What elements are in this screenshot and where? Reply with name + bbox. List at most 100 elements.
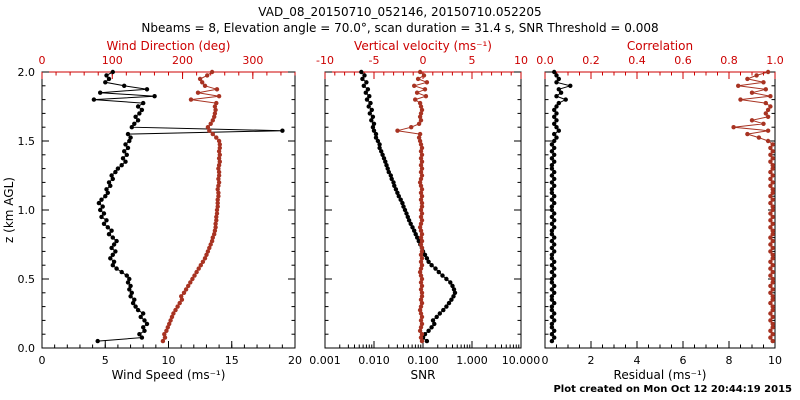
wind-speed-series-point [105, 190, 111, 195]
correlation-series-point [749, 90, 755, 95]
correlation-series-point [770, 321, 775, 327]
vertical-velocity-series-point [417, 180, 423, 185]
vertical-velocity-series-point [419, 283, 425, 289]
snr-axis-label: SNR [411, 368, 436, 382]
residual-series-point [554, 125, 559, 130]
wind-direction-series-point [197, 76, 203, 82]
snr-series-point [371, 121, 377, 127]
correlation-series-point [754, 73, 759, 78]
snr-series-point [404, 211, 409, 216]
wind-speed-series-point [110, 235, 116, 240]
wind-speed-series-point [101, 221, 107, 226]
vertical-velocity-axis-tick-label: -5 [369, 54, 380, 67]
wind-direction-series-point [173, 307, 178, 313]
plot-title: VAD_08_20150710_052146, 20150710.052205 [258, 5, 542, 19]
residual-series-point [549, 163, 555, 168]
correlation-series-point [756, 135, 762, 140]
wind-direction-series-point [213, 225, 218, 230]
wind-speed-series-point [95, 338, 100, 344]
vertical-velocity-series-point [419, 332, 425, 337]
wind-speed-series-point [105, 225, 111, 230]
vertical-velocity-series-point [419, 294, 425, 299]
correlation-series-point [770, 156, 775, 161]
correlation-series-point [770, 263, 775, 268]
vertical-velocity-axis-tick-label: 0 [420, 54, 427, 67]
vertical-velocity-series-point [419, 249, 425, 254]
wind-direction-series-point [215, 204, 220, 209]
residual-series-point [554, 111, 559, 116]
correlation-series-point [770, 280, 775, 285]
vertical-velocity-series-point [418, 156, 424, 161]
vertical-velocity-series-point [419, 232, 425, 237]
snr-series-point [450, 283, 455, 289]
vertical-velocity-series-point [415, 76, 421, 82]
vertical-velocity-series-point [414, 90, 420, 95]
vertical-velocity-series-point [419, 211, 425, 216]
snr-series-point [366, 104, 371, 109]
correlation-series-point [770, 187, 775, 192]
residual-series-point [552, 225, 557, 230]
wind-speed-series-point [280, 128, 285, 133]
snr-series-point [432, 321, 437, 327]
residual-series-point [552, 152, 557, 157]
vertical-velocity-series-point [418, 221, 424, 226]
snr-series-point [413, 232, 418, 237]
snr-series-point [362, 73, 367, 78]
y-axis-label: z (km AGL) [2, 177, 16, 243]
snr-series-point [381, 156, 387, 161]
correlation-series-point [770, 245, 775, 251]
snr-series-point [424, 256, 430, 261]
correlation-series-point [761, 121, 766, 127]
vertical-velocity-series-point [419, 245, 425, 251]
vertical-velocity-series-point [423, 94, 429, 99]
wind-direction-series-point [212, 228, 218, 233]
vertical-velocity-series-point [419, 276, 425, 282]
residual-series-point [549, 314, 555, 320]
residual-series-point [554, 80, 559, 85]
wind-speed-series-point [129, 290, 134, 295]
wind-direction-series-point [207, 128, 212, 133]
snr-series-point [406, 218, 412, 223]
wind-speed-series-point [98, 207, 103, 213]
wind-speed-series-point [124, 273, 129, 278]
wind-direction-series-point [210, 118, 215, 123]
snr-series-point [444, 276, 449, 282]
wind-direction-series-point [216, 94, 222, 99]
wind-direction-series-point [188, 280, 193, 285]
wind-direction-series-point [215, 197, 220, 202]
wind-direction-series-point [209, 238, 215, 244]
wind-direction-series-point [209, 69, 215, 75]
y-tick-label: 1.5 [18, 135, 36, 148]
correlation-series-point [770, 252, 775, 257]
correlation-series-point [768, 225, 773, 230]
wind-speed-series-point [114, 266, 119, 271]
snr-series-point [377, 142, 382, 147]
wind-speed-series-point [103, 194, 108, 199]
wind-direction-series-point [214, 214, 219, 220]
wind-direction-series-point [217, 145, 222, 151]
residual-series-point [554, 135, 559, 140]
vertical-velocity-series-point [419, 256, 425, 261]
snr-series-point [369, 118, 374, 123]
wind-speed-axis-tick-label: 15 [225, 354, 239, 367]
snr-series-point [434, 314, 439, 320]
wind-direction-series-point [175, 304, 180, 309]
residual-series-point [549, 256, 555, 261]
snr-series-point [446, 300, 452, 306]
vertical-velocity-series-point [419, 321, 425, 327]
wind-direction-series-point [216, 156, 222, 161]
snr-series-point [367, 111, 372, 116]
correlation-series-point [768, 283, 773, 289]
wind-direction-series-point [205, 125, 211, 130]
vertical-velocity-series-point [419, 218, 425, 223]
vertical-velocity-series-point [418, 111, 424, 116]
correlation-axis-tick-label: 0.4 [628, 54, 646, 67]
snr-series-point [369, 107, 374, 113]
wind-direction-axis-tick-label: 0 [39, 54, 46, 67]
correlation-series-point [765, 128, 771, 133]
correlation-series-point [768, 273, 773, 278]
snr-series-point [405, 214, 410, 220]
snr-series-point [388, 173, 393, 178]
residual-series-point [549, 149, 555, 154]
